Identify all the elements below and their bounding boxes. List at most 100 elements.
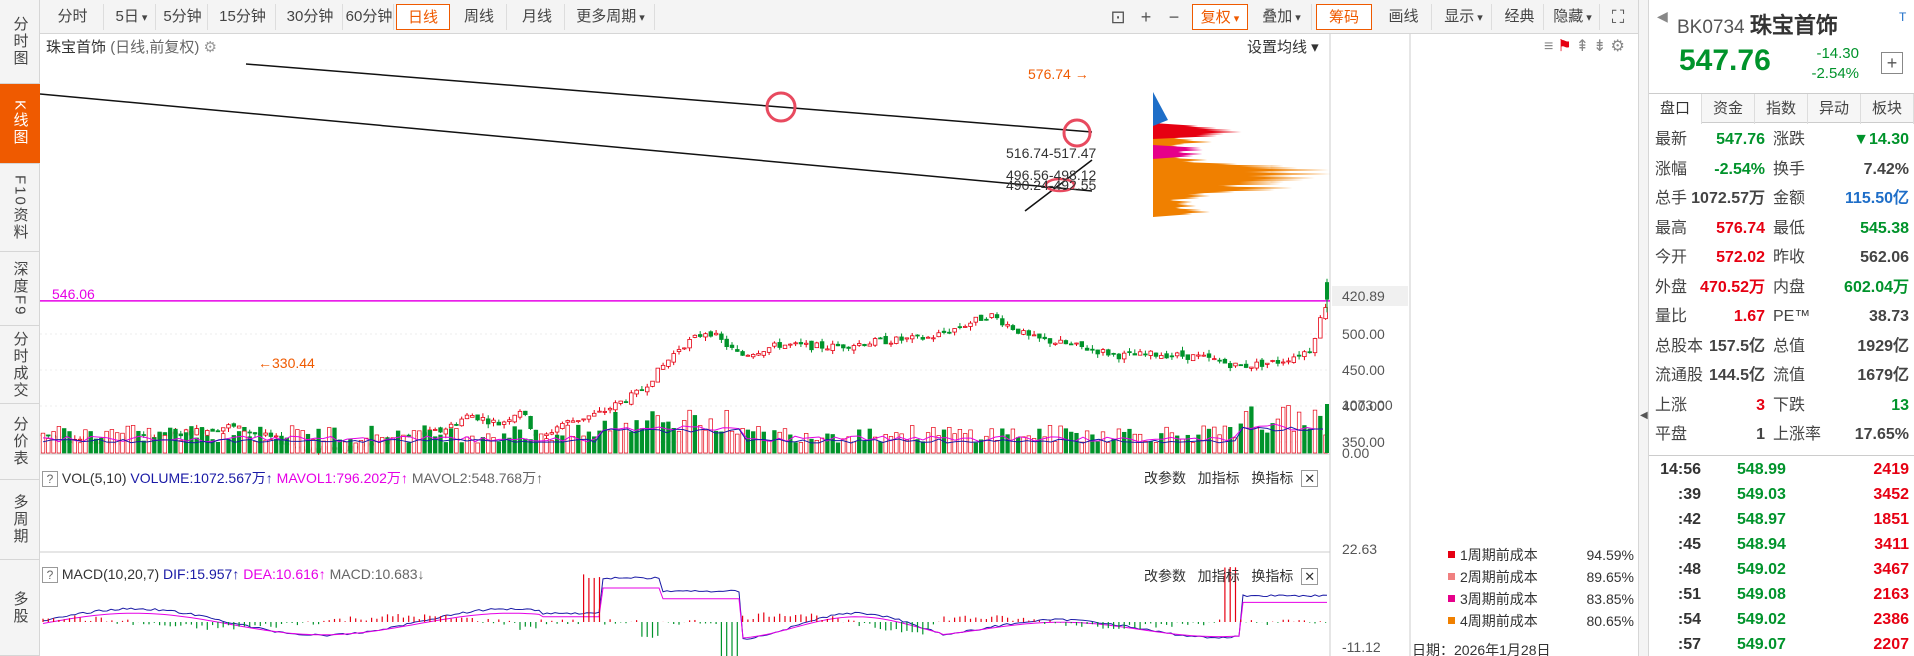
volume-bar: [920, 441, 925, 454]
tool-button-0[interactable]: 复权 ▾: [1192, 4, 1248, 30]
ma-setting-button[interactable]: 设置均线 ▾: [1247, 39, 1319, 56]
tool-button-1[interactable]: 叠加 ▾: [1252, 4, 1312, 30]
candle-body: [692, 334, 698, 338]
leftnav-item-0[interactable]: 分时图: [0, 0, 40, 84]
quote-key: 上涨率: [1773, 426, 1822, 443]
t-icon[interactable]: T: [1899, 10, 1907, 24]
period-tab-2[interactable]: 5分钟: [158, 4, 208, 30]
vol-switch-button[interactable]: 换指标: [1251, 470, 1294, 486]
fullscreen-icon[interactable]: ⛶: [1611, 7, 1625, 27]
leftnav-item-5[interactable]: 分价表: [0, 404, 40, 480]
macd-dif-line: [42, 576, 1328, 640]
volume-bar: [655, 415, 660, 454]
add-watchlist-icon[interactable]: +: [1881, 52, 1903, 74]
volume-bar: [88, 431, 93, 454]
quote-tab-3[interactable]: 异动: [1808, 94, 1861, 124]
period-tab-7[interactable]: 周线: [452, 4, 507, 30]
help-icon[interactable]: ?: [42, 471, 58, 487]
candle-body: [581, 418, 586, 421]
volume-bar: [1296, 411, 1302, 454]
candle-body: [1079, 341, 1084, 348]
leftnav-item-7[interactable]: 多股: [0, 560, 40, 656]
panel-divider[interactable]: ◀: [1638, 0, 1648, 656]
volume-bar: [395, 430, 401, 454]
quote-value: 3: [1756, 396, 1765, 414]
volume-bar: [968, 429, 973, 454]
quote-tab-2[interactable]: 指数: [1755, 94, 1808, 124]
tool-button-3[interactable]: 画线: [1376, 4, 1432, 30]
lock-icon[interactable]: ⊡: [1110, 7, 1126, 27]
candle-body: [1259, 359, 1265, 367]
leftnav-item-4[interactable]: 分时成交: [0, 326, 40, 404]
leftnav-item-6[interactable]: 多周期: [0, 480, 40, 560]
candle-body: [528, 416, 533, 429]
kline-chart[interactable]: 500.00450.00400.00350.00547.76420.89546.…: [40, 34, 1638, 656]
volume-bar: [1053, 441, 1058, 454]
quote-key: 总股本: [1655, 337, 1704, 355]
prev-stock-icon[interactable]: ◀: [1657, 8, 1668, 24]
volume-bar: [1175, 435, 1180, 454]
volume-bar: [703, 429, 708, 454]
period-tab-0[interactable]: 分时: [42, 4, 104, 30]
flag-icon[interactable]: ⚑: [1557, 38, 1576, 55]
close-icon[interactable]: ✕: [1301, 568, 1319, 585]
minus-icon[interactable]: −: [1168, 7, 1180, 27]
period-tab-6[interactable]: 日线: [396, 4, 450, 30]
leftnav-item-3[interactable]: 深度F9: [0, 252, 40, 326]
vol-params-button[interactable]: 改参数: [1144, 470, 1186, 486]
trend-line: [40, 93, 1093, 192]
collapse-icon[interactable]: ◀: [1640, 410, 1648, 421]
pin2-icon[interactable]: ⇟: [1593, 38, 1611, 55]
gear-icon[interactable]: ⚙: [203, 39, 217, 56]
tool-button-6[interactable]: 隐藏 ▾: [1546, 4, 1600, 30]
candle-body: [1312, 338, 1318, 354]
settings-icon[interactable]: ⚙: [1610, 38, 1629, 55]
tool-button-5[interactable]: 经典: [1496, 4, 1544, 30]
quote-key: 最新: [1655, 131, 1688, 148]
close-icon[interactable]: ✕: [1301, 470, 1319, 487]
macd-params-button[interactable]: 改参数: [1144, 568, 1186, 584]
quote-tab-0[interactable]: 盘口: [1649, 94, 1702, 124]
period-tab-9[interactable]: 更多周期 ▾: [567, 4, 655, 30]
candle-body: [788, 343, 793, 346]
vol-ma2-line: [42, 426, 1324, 444]
volume-bar: [93, 438, 99, 454]
period-tab-5[interactable]: 60分钟: [345, 4, 394, 30]
candle-body: [968, 322, 973, 327]
tool-button-4[interactable]: 显示 ▾: [1436, 4, 1492, 30]
candle-body: [46, 434, 51, 437]
macd-add-button[interactable]: 加指标: [1197, 568, 1240, 584]
vol-add-button[interactable]: 加指标: [1197, 470, 1240, 486]
quote-tab-1[interactable]: 资金: [1702, 94, 1755, 124]
quote-row: 上涨 3 下跌 13: [1649, 390, 1914, 421]
period-tab-3[interactable]: 15分钟: [210, 4, 276, 30]
vol-axis-label: 0.00: [1342, 445, 1369, 461]
period-label: 60分钟: [345, 8, 393, 25]
candle-body: [470, 415, 475, 418]
candle-body: [1100, 349, 1106, 353]
volume-bar: [1106, 442, 1111, 454]
period-tab-8[interactable]: 月线: [510, 4, 565, 30]
leftnav-item-1[interactable]: K线图: [0, 84, 40, 164]
leftnav-item-2[interactable]: F10资料: [0, 164, 40, 252]
volume-bar: [1275, 418, 1281, 454]
mark-circle: [1062, 118, 1092, 148]
volume-bar: [613, 411, 618, 454]
plus-icon[interactable]: +: [1140, 7, 1152, 27]
macd-switch-button[interactable]: 换指标: [1251, 568, 1294, 584]
volume-bar: [666, 421, 671, 454]
tick-price: 549.02: [1737, 561, 1786, 578]
volume-bar: [178, 440, 183, 454]
help-icon[interactable]: ?: [42, 567, 58, 583]
macd-axis-label: -11.12: [1342, 639, 1381, 655]
pin-icon[interactable]: ⇞: [1575, 38, 1594, 55]
candle-body: [459, 418, 464, 427]
list-icon[interactable]: ≡: [1544, 38, 1558, 55]
volume-bar: [1201, 425, 1206, 454]
volume-bar: [501, 433, 507, 454]
quote-tab-4[interactable]: 板块: [1861, 94, 1914, 124]
tick-volume: 2207: [1873, 636, 1909, 653]
tool-button-2[interactable]: 筹码: [1316, 4, 1372, 30]
period-tab-4[interactable]: 30分钟: [278, 4, 343, 30]
period-tab-1[interactable]: 5日 ▾: [108, 4, 156, 30]
